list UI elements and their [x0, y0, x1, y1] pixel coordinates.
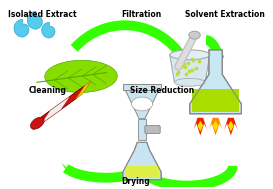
Text: Solvent Extraction: Solvent Extraction [185, 10, 265, 19]
Polygon shape [125, 166, 159, 178]
Polygon shape [123, 142, 161, 180]
Ellipse shape [170, 50, 210, 60]
FancyBboxPatch shape [123, 84, 161, 90]
FancyBboxPatch shape [138, 119, 146, 140]
Polygon shape [170, 55, 210, 82]
Polygon shape [197, 121, 203, 132]
Text: Drying: Drying [121, 177, 150, 186]
Text: Size Reduction: Size Reduction [130, 86, 194, 95]
Ellipse shape [189, 31, 200, 39]
Polygon shape [61, 161, 155, 183]
Polygon shape [71, 20, 189, 68]
Polygon shape [224, 118, 238, 136]
Polygon shape [206, 35, 225, 104]
Polygon shape [41, 97, 70, 123]
Polygon shape [213, 121, 218, 132]
Polygon shape [27, 12, 42, 29]
Polygon shape [142, 166, 238, 189]
Ellipse shape [174, 78, 205, 86]
Polygon shape [125, 89, 159, 119]
Polygon shape [194, 118, 207, 136]
Polygon shape [33, 86, 85, 130]
Ellipse shape [132, 97, 153, 111]
Polygon shape [76, 81, 91, 99]
Text: Filtration: Filtration [121, 10, 161, 19]
Polygon shape [190, 50, 241, 114]
Polygon shape [192, 89, 239, 112]
Text: Cleaning: Cleaning [28, 86, 66, 95]
Polygon shape [209, 118, 222, 136]
Polygon shape [42, 22, 55, 38]
Polygon shape [14, 19, 29, 37]
Polygon shape [228, 121, 234, 132]
Ellipse shape [31, 117, 44, 129]
Text: Isolated Extract: Isolated Extract [8, 10, 76, 19]
Polygon shape [45, 60, 117, 92]
FancyBboxPatch shape [145, 126, 160, 133]
